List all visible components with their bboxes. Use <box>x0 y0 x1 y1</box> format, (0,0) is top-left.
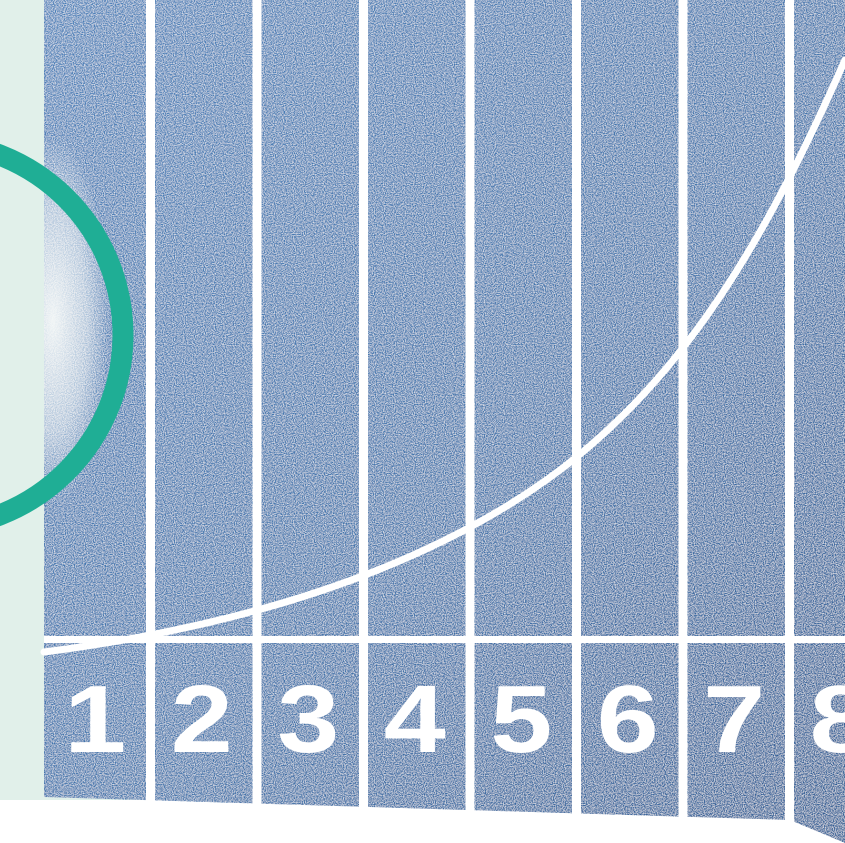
lane-number-4: 4 <box>384 666 446 773</box>
lane-number-5: 5 <box>490 666 552 773</box>
lane-line-4 <box>465 0 475 843</box>
lane-line-1 <box>146 0 155 843</box>
lane-line-7 <box>785 0 794 843</box>
lane-line-6 <box>678 0 688 843</box>
lane-number-2: 2 <box>171 666 233 773</box>
lane-number-6: 6 <box>597 666 659 773</box>
lane-line-2 <box>252 0 262 843</box>
teal-ring <box>0 143 134 527</box>
lane-number-7: 7 <box>703 666 765 773</box>
lane-number-1: 1 <box>64 666 126 773</box>
lane-line-5 <box>572 0 581 843</box>
lane-lines <box>146 0 794 843</box>
curve-line <box>40 56 845 656</box>
lane-line-3 <box>359 0 368 843</box>
lane-number-3: 3 <box>277 666 339 773</box>
start-line <box>44 636 845 643</box>
lane-number-8: 8 <box>810 666 845 773</box>
